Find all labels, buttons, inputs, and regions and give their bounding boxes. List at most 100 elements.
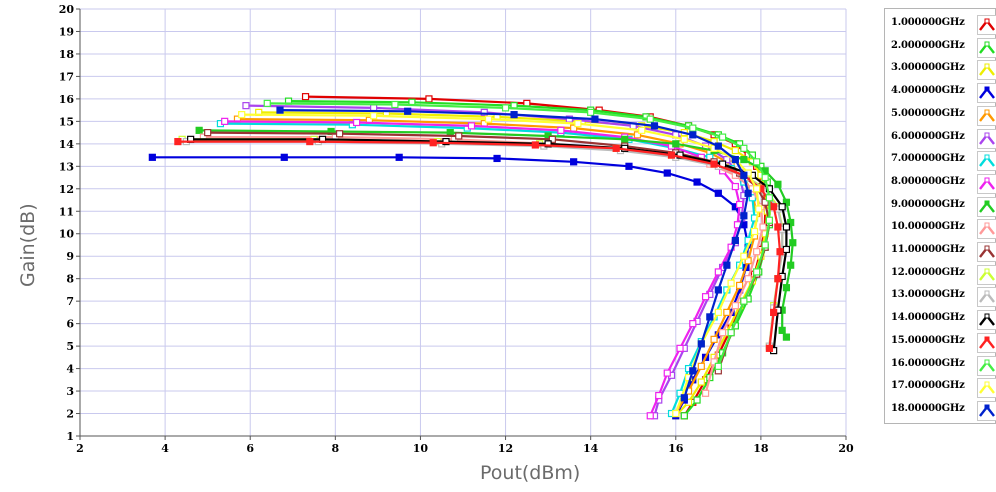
legend-item: 13.00000GHz <box>891 285 996 308</box>
series-point-10 <box>753 248 761 256</box>
legend-swatch <box>977 332 996 353</box>
legend-label: 16.00000GHz <box>891 357 965 369</box>
series-point-14 <box>782 223 791 231</box>
series-point-18 <box>650 122 659 130</box>
legend-label: 15.00000GHz <box>891 334 965 346</box>
series-point-17 <box>714 308 722 316</box>
series-point-17 <box>755 205 763 213</box>
series-point-10 <box>701 389 710 397</box>
legend-swatch <box>977 219 996 240</box>
legend-item: 2.000000GHz <box>891 36 996 58</box>
series-point-4 <box>693 178 701 186</box>
series-line-17 <box>241 113 760 414</box>
y-tick-label: 13 <box>59 160 74 173</box>
series-point-15 <box>770 203 778 211</box>
chart-canvas: 2 4 6 8 10 12 14 16 18 20123456789101112131415161… <box>59 3 854 455</box>
series-point-4 <box>570 158 578 166</box>
legend-swatch <box>977 400 996 421</box>
legend-item: 8.000000GHz <box>891 172 996 194</box>
legend-label: 2.000000GHz <box>891 39 965 51</box>
series-point-18 <box>680 394 688 402</box>
legend-swatch <box>977 355 996 376</box>
x-axis-title: Pout(dBm) <box>480 462 581 484</box>
series-point-15 <box>770 308 778 316</box>
series-point-9 <box>621 135 629 143</box>
series-point-17 <box>753 185 761 193</box>
series-point-16 <box>727 329 735 337</box>
legend-swatch <box>977 242 996 262</box>
chart-area: 2 4 6 8 10 12 14 16 18 20 1 2 3 4 5 6 7 8 9 10 11 12 13 14 15 16 1… <box>17 3 854 484</box>
series-point-9 <box>787 261 795 269</box>
plot-background <box>80 9 846 436</box>
series-point-15 <box>612 144 620 152</box>
x-tick-label: 14 <box>583 442 599 455</box>
y-tick-label: 4 <box>66 363 74 376</box>
series-point-16 <box>761 241 769 249</box>
series-point-5 <box>736 281 744 290</box>
y-tick-label: 20 <box>59 3 75 16</box>
series-point-14 <box>778 203 786 211</box>
series-point-8 <box>731 182 739 191</box>
legend-label: 7.000000GHz <box>891 153 965 165</box>
series-point-16 <box>753 268 761 276</box>
series-point-8 <box>663 369 671 377</box>
series-point-14 <box>782 245 791 254</box>
series-point-10 <box>759 223 767 231</box>
legend-item: 16.00000GHz <box>891 354 996 376</box>
legend-label: 6.000000GHz <box>891 130 965 142</box>
x-tick-label: 2 <box>76 442 84 455</box>
series-point-16 <box>753 158 761 166</box>
series-point-9 <box>782 198 791 206</box>
series-point-8 <box>736 200 744 209</box>
y-tick-label: 9 <box>66 250 74 263</box>
series-point-16 <box>501 104 510 112</box>
series-point-7 <box>748 194 756 202</box>
series-point-10 <box>744 275 752 283</box>
series-point-15 <box>531 141 539 149</box>
y-tick-label: 16 <box>59 93 75 106</box>
series-line-9 <box>199 129 794 338</box>
y-tick-label: 8 <box>66 273 74 286</box>
series-point-5 <box>744 257 752 265</box>
series-point-1 <box>425 95 433 103</box>
legend-item: 5.000000GHz <box>891 104 996 126</box>
series-point-10 <box>718 329 727 337</box>
legend-item: 6.000000GHz <box>891 127 996 149</box>
series-point-10 <box>710 358 718 366</box>
series-point-18 <box>689 367 697 375</box>
series-point-2 <box>680 412 688 420</box>
legend-item: 1.000000GHz <box>891 13 996 35</box>
legend-swatch <box>977 310 996 331</box>
series-point-18 <box>276 106 284 114</box>
series-point-15 <box>306 137 314 146</box>
series-point-8 <box>701 293 710 301</box>
series-point-8 <box>714 268 722 276</box>
legend-swatch <box>977 128 996 149</box>
series-point-18 <box>510 111 518 119</box>
series-point-9 <box>787 218 795 227</box>
series-point-17 <box>574 120 582 128</box>
legend-label: 11.00000GHz <box>891 244 965 255</box>
series-point-18 <box>740 171 748 179</box>
series-point-17 <box>740 252 748 260</box>
series-point-9 <box>740 155 748 164</box>
series-point-18 <box>404 107 412 115</box>
series-point-16 <box>587 108 595 116</box>
series-point-6 <box>480 108 488 116</box>
series-point-8 <box>353 118 361 127</box>
legend-swatch <box>977 173 996 194</box>
legend-label: 10.00000GHz <box>891 221 965 233</box>
series-point-4 <box>625 162 633 170</box>
series-point-8 <box>557 126 565 134</box>
series-point-16 <box>646 115 654 123</box>
legend-label: 4.000000GHz <box>891 85 965 97</box>
series-point-15 <box>776 248 784 256</box>
y-tick-label: 2 <box>66 408 74 421</box>
series-point-15 <box>774 275 782 283</box>
series-point-18 <box>744 189 752 197</box>
legend-swatch <box>977 83 996 104</box>
series-point-11 <box>335 130 344 138</box>
series-point-17 <box>484 115 493 123</box>
series-point-3 <box>731 146 739 155</box>
legend-item: 4.000000GHz <box>891 81 996 104</box>
